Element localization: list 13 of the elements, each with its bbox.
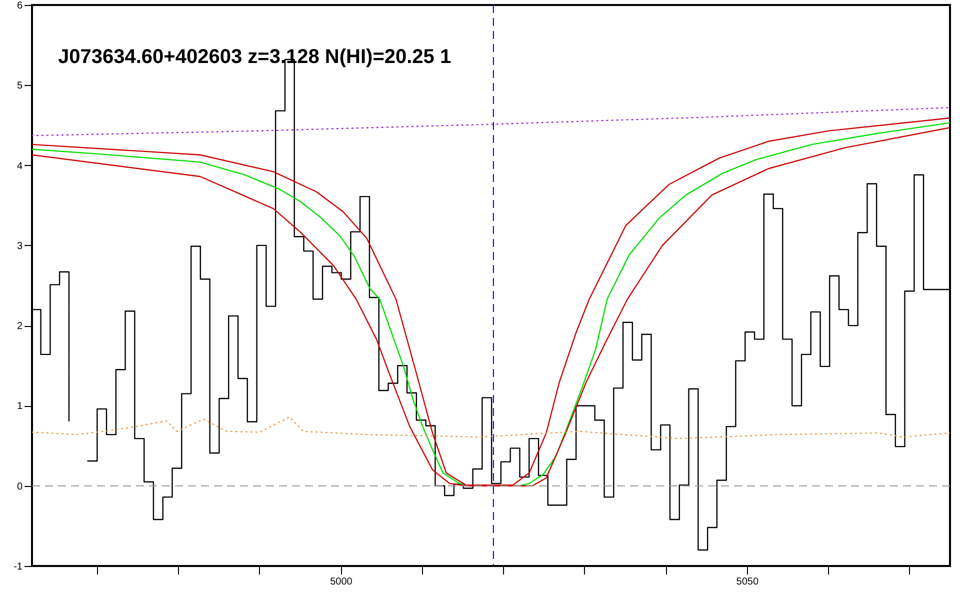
y-tick-label: 1 [16, 401, 23, 412]
y-tick-label: -1 [14, 562, 23, 572]
y-tick-label: 5 [16, 80, 23, 92]
y-tick-label: 0 [16, 481, 23, 492]
y-tick-label: 4 [16, 160, 23, 172]
x-tick-label: 5050 [736, 576, 759, 588]
annotation: J073634.60+402603 z=3.128 N(HI)=20.25 1 [58, 46, 452, 68]
y-tick-label: 6 [16, 0, 23, 12]
y-tick-label: 2 [16, 321, 23, 332]
x-tick-label: 5000 [330, 576, 353, 588]
line-series [32, 106, 950, 136]
line-series [32, 416, 950, 440]
y-tick-label: 3 [16, 240, 23, 252]
